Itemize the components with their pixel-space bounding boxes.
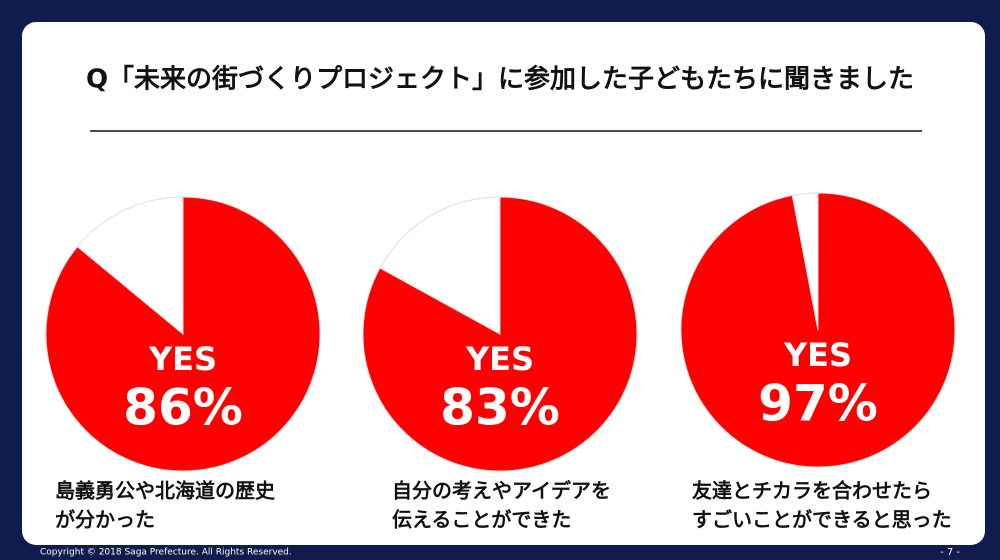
slice-label: YES — [465, 340, 534, 378]
caption-line: すごいことができると思った — [692, 508, 952, 532]
caption-line: 伝えることができた — [392, 508, 571, 532]
value-label: 97% — [758, 375, 878, 433]
pie-slice — [379, 196, 501, 335]
copyright: Copyright © 2018 Saga Prefecture. All Ri… — [40, 548, 292, 558]
slide-title: Q「未来の街づくりプロジェクト」に参加した子どもたちに聞きました — [86, 64, 914, 95]
caption-line: 自分の考えやアイデアを — [392, 479, 611, 503]
caption-line: 島義勇公や北海道の歴史 — [55, 479, 276, 503]
page-number: - 7 - — [940, 547, 960, 558]
caption-line: 友達とチカラを合わせたら — [692, 479, 932, 503]
pie-slice — [791, 192, 819, 331]
caption-line: が分かった — [55, 508, 155, 532]
pie-slice — [362, 196, 638, 472]
slice-label: YES — [783, 336, 852, 374]
value-label: 86% — [123, 379, 243, 437]
slice-label: YES — [148, 340, 217, 378]
value-label: 83% — [440, 379, 560, 437]
pie-slice — [76, 196, 184, 336]
